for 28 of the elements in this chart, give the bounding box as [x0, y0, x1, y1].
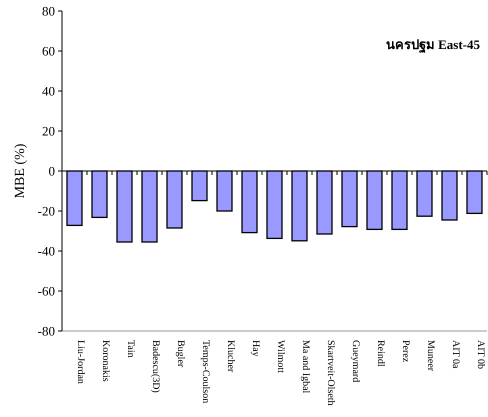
x-tick-label: Perez	[400, 340, 411, 363]
x-tick-label: Reindl	[375, 340, 386, 367]
x-tick-label: Muneer	[425, 340, 436, 372]
x-tick-label: AIT 0b	[475, 340, 486, 369]
x-tick-label: AIT 0a	[450, 340, 461, 369]
y-tick-label: -20	[38, 204, 55, 218]
x-tick-label: Tain	[125, 340, 136, 358]
x-tick-label: Liu-Jordan	[75, 340, 86, 384]
text: นครปฐม East-45	[386, 37, 480, 54]
x-tick-label: Skartveit-Olseth	[325, 340, 336, 406]
x-tick-label: Klucher	[225, 340, 236, 373]
y-tick-label: 40	[42, 84, 55, 98]
y-tick-label: 60	[42, 44, 55, 58]
x-tick-label: Temps-Coulson	[200, 340, 211, 404]
x-tick-label: Bugler	[175, 340, 186, 368]
y-tick-label: -60	[38, 284, 55, 298]
x-tick-label: Gueymard	[350, 340, 361, 382]
x-tick-label: Hay	[250, 340, 261, 357]
x-tick-label: Wilmott	[275, 340, 286, 374]
y-tick-label: 20	[42, 124, 55, 138]
y-tick-label: -80	[38, 324, 55, 338]
y-tick-label: 0	[48, 164, 55, 178]
y-axis-title: MBE (%)	[13, 143, 28, 198]
y-tick-label: 80	[42, 4, 55, 18]
y-tick-label: -40	[38, 244, 55, 258]
x-tick-label: Koronakis	[100, 340, 111, 382]
x-tick-label: Badescu(3D)	[150, 340, 161, 393]
x-tick-label: Ma and Igbal	[300, 340, 311, 394]
